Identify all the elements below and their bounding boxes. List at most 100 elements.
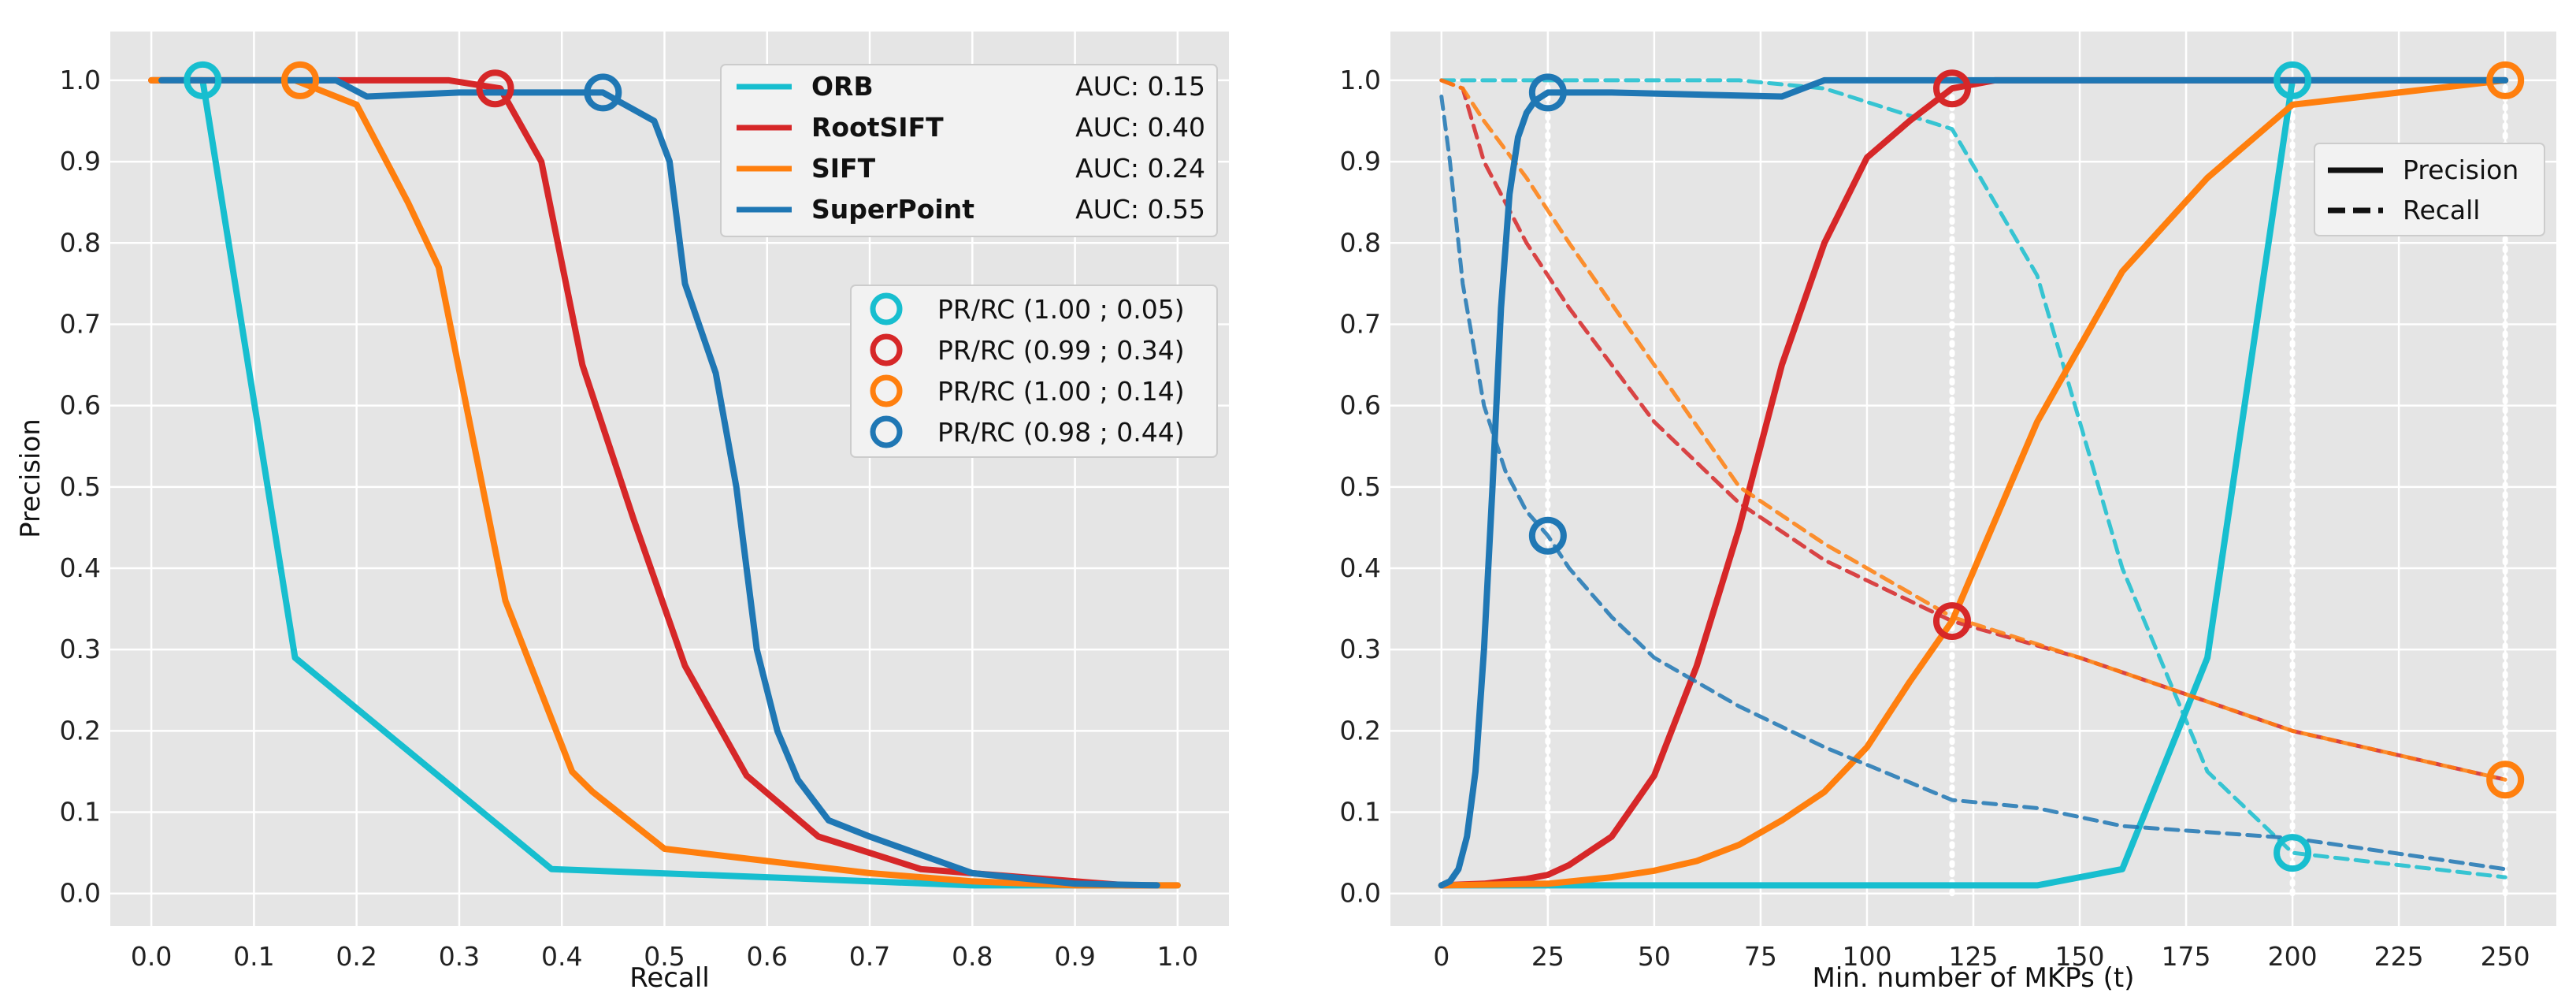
left-xtick-6: 0.6	[747, 941, 788, 972]
marker-legend-label-orb: PR/RC (1.00 ; 0.05)	[937, 294, 1185, 325]
legend-auc-orb: AUC: 0.15	[1075, 71, 1205, 102]
right-pr-rc-marker-5	[2273, 834, 2312, 872]
right-xtick-9: 225	[2374, 941, 2424, 972]
left-pr-rc-marker-0	[184, 61, 222, 99]
right-series-orb-recall	[1439, 78, 2507, 880]
marker-legend-box	[850, 285, 1218, 458]
right-xtick-5: 125	[1949, 941, 1999, 972]
style-legend-label-recall: Recall	[2403, 195, 2480, 225]
right-series-rootsift-precision	[1438, 76, 2509, 889]
right-ytick-0: 0.0	[1340, 878, 1381, 909]
left-xtick-1: 0.1	[233, 941, 274, 972]
right-ytick-7: 0.7	[1340, 308, 1381, 339]
legend-auc-superpoint: AUC: 0.55	[1075, 194, 1205, 225]
right-chart: 0 25 50 75 100 125 150 175 200 225 250 0.0 0.1 0.2 0.3…	[1340, 32, 2556, 994]
legend-label-sift: SIFT	[811, 153, 876, 184]
left-xtick-5: 0.5	[644, 941, 685, 972]
right-xtick-3: 75	[1744, 941, 1777, 972]
marker-legend-label-rootsift: PR/RC (0.99 ; 0.34)	[937, 335, 1185, 366]
left-xtick-3: 0.3	[439, 941, 480, 972]
style-legend-label-precision: Precision	[2403, 154, 2518, 185]
left-ytick-4: 0.4	[60, 552, 101, 583]
right-ytick-10: 1.0	[1340, 65, 1381, 95]
right-lines	[1438, 76, 2509, 889]
legend-auc-rootsift: AUC: 0.40	[1075, 112, 1205, 143]
marker-legend-swatch-sift	[870, 374, 903, 407]
legend-auc-sift: AUC: 0.24	[1075, 153, 1205, 184]
right-pr-rc-marker-2	[1932, 69, 1971, 108]
left-series-superpoint	[158, 76, 1160, 889]
right-ytick-4: 0.4	[1340, 552, 1381, 583]
right-pr-rc-marker-7	[2486, 761, 2525, 799]
marker-legend-label-superpoint: PR/RC (0.98 ; 0.44)	[937, 417, 1185, 448]
left-series-sift	[148, 76, 1181, 889]
legend-label-rootsift: RootSIFT	[811, 112, 944, 143]
left-lines	[148, 76, 1181, 889]
right-xtick-4: 100	[1842, 941, 1891, 972]
right-ytick-3: 0.3	[1340, 634, 1381, 664]
left-pr-rc-marker-1	[476, 69, 514, 108]
right-pr-rc-marker-3	[1932, 602, 1971, 641]
left-ticks: 0.0 0.1 0.2 0.3 0.4 0.5 0.6 0.7 0.8 0.9 1.0 0.0 0.1 0…	[60, 65, 1199, 972]
left-xtick-8: 0.8	[952, 941, 993, 972]
left-ytick-10: 1.0	[60, 65, 101, 95]
left-xtick-2: 0.2	[336, 941, 377, 972]
left-ytick-1: 0.1	[60, 797, 101, 828]
right-ticks: 0 25 50 75 100 125 150 175 200 225 250 0.0 0.1 0.2 0.3…	[1340, 65, 2530, 972]
right-series-sift-precision	[1438, 76, 2509, 889]
right-series-superpoint-recall	[1439, 95, 2507, 872]
right-xtick-7: 175	[2162, 941, 2211, 972]
left-ytick-3: 0.3	[60, 634, 101, 664]
left-ytick-8: 0.8	[60, 227, 101, 258]
left-ytick-0: 0.0	[60, 878, 101, 909]
right-xtick-1: 25	[1531, 941, 1565, 972]
right-markers	[1528, 61, 2525, 872]
left-xtick-0: 0.0	[131, 941, 172, 972]
left-ytick-6: 0.6	[60, 390, 101, 421]
left-ylabel: Precision	[15, 418, 46, 538]
right-pr-rc-marker-4	[2273, 61, 2312, 99]
left-pr-rc-marker-2	[281, 61, 320, 99]
legend-box	[720, 64, 1218, 237]
left-xtick-9: 0.9	[1054, 941, 1095, 972]
style-legend-box	[2314, 143, 2545, 236]
left-legend-methods: ORB AUC: 0.15 RootSIFT AUC: 0.40 SIFT AU…	[720, 64, 1218, 237]
right-xlabel: Min. number of MKPs (t)	[1813, 962, 2135, 994]
left-pr-rc-marker-3	[584, 73, 622, 112]
right-pr-rc-marker-1	[1528, 516, 1567, 555]
left-markers	[184, 61, 622, 112]
legend-label-superpoint: SuperPoint	[811, 194, 974, 225]
right-series-sift-recall	[1439, 78, 2507, 782]
right-legend-style: Precision Recall	[2314, 143, 2545, 236]
left-xlabel: Recall	[629, 962, 709, 994]
right-ytick-1: 0.1	[1340, 797, 1381, 828]
right-grid	[1390, 32, 2556, 926]
right-xtick-2: 50	[1638, 941, 1671, 972]
legend-label-orb: ORB	[811, 71, 874, 102]
right-series-superpoint-precision	[1438, 76, 2509, 889]
left-legend-markers: PR/RC (1.00 ; 0.05) PR/RC (0.99 ; 0.34) …	[850, 285, 1218, 458]
right-ytick-2: 0.2	[1340, 715, 1381, 746]
left-xtick-4: 0.4	[541, 941, 582, 972]
right-ytick-9: 0.9	[1340, 146, 1381, 177]
left-chart: 0.0 0.1 0.2 0.3 0.4 0.5 0.6 0.7 0.8 0.9 1.0 0.0 0.1 0…	[15, 32, 1229, 994]
right-xtick-10: 250	[2481, 941, 2530, 972]
right-xtick-0: 0	[1433, 941, 1449, 972]
left-ytick-2: 0.2	[60, 715, 101, 746]
right-xtick-6: 150	[2055, 941, 2105, 972]
left-ytick-7: 0.7	[60, 308, 101, 339]
marker-legend-swatch-orb	[870, 292, 903, 325]
marker-legend-label-sift: PR/RC (1.00 ; 0.14)	[937, 376, 1185, 407]
left-ytick-9: 0.9	[60, 146, 101, 177]
right-ytick-8: 0.8	[1340, 227, 1381, 258]
left-xtick-7: 0.7	[849, 941, 890, 972]
right-pr-rc-marker-6	[2486, 61, 2525, 99]
left-ytick-5: 0.5	[60, 471, 101, 502]
right-xtick-8: 200	[2268, 941, 2318, 972]
right-ytick-5: 0.5	[1340, 471, 1381, 502]
left-xtick-10: 1.0	[1157, 941, 1198, 972]
right-vlines	[1545, 77, 2508, 897]
marker-legend-swatch-superpoint	[870, 415, 903, 448]
right-ytick-6: 0.6	[1340, 390, 1381, 421]
